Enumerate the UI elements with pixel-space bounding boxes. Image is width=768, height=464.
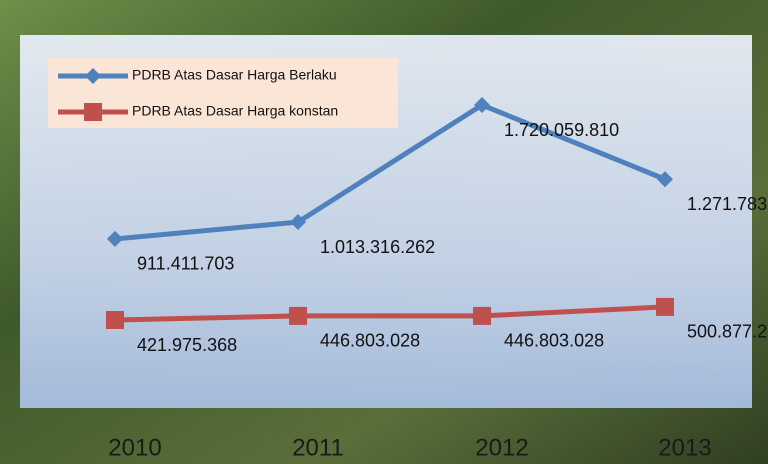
legend-entry: PDRB Atas Dasar Harga konstan [132,103,338,119]
marker [473,307,491,325]
legend-marker [84,103,102,121]
legend-entry: PDRB Atas Dasar Harga Berlaku [132,67,337,83]
x-tick-label: 2012 [475,434,528,461]
marker [106,311,124,329]
marker [656,298,674,316]
marker [289,307,307,325]
chart: 911.411.703 1.013.316.262 1.720.059.810 1.2… [0,0,768,464]
data-label: 1.013.316.262 [320,237,435,257]
data-label: 500.877.285 [687,322,768,342]
data-label: 1.271.783.856 [687,194,768,214]
x-tick-label: 2010 [108,434,161,461]
data-label: 446.803.028 [504,331,604,351]
data-label: 911.411.703 [137,254,234,274]
x-tick-label: 2013 [658,434,711,461]
x-tick-label: 2011 [292,434,344,461]
data-label: 421.975.368 [137,335,237,355]
data-label: 1.720.059.810 [504,120,619,140]
data-label: 446.803.028 [320,331,420,351]
page: 911.411.703 1.013.316.262 1.720.059.810 1.2… [0,0,768,464]
